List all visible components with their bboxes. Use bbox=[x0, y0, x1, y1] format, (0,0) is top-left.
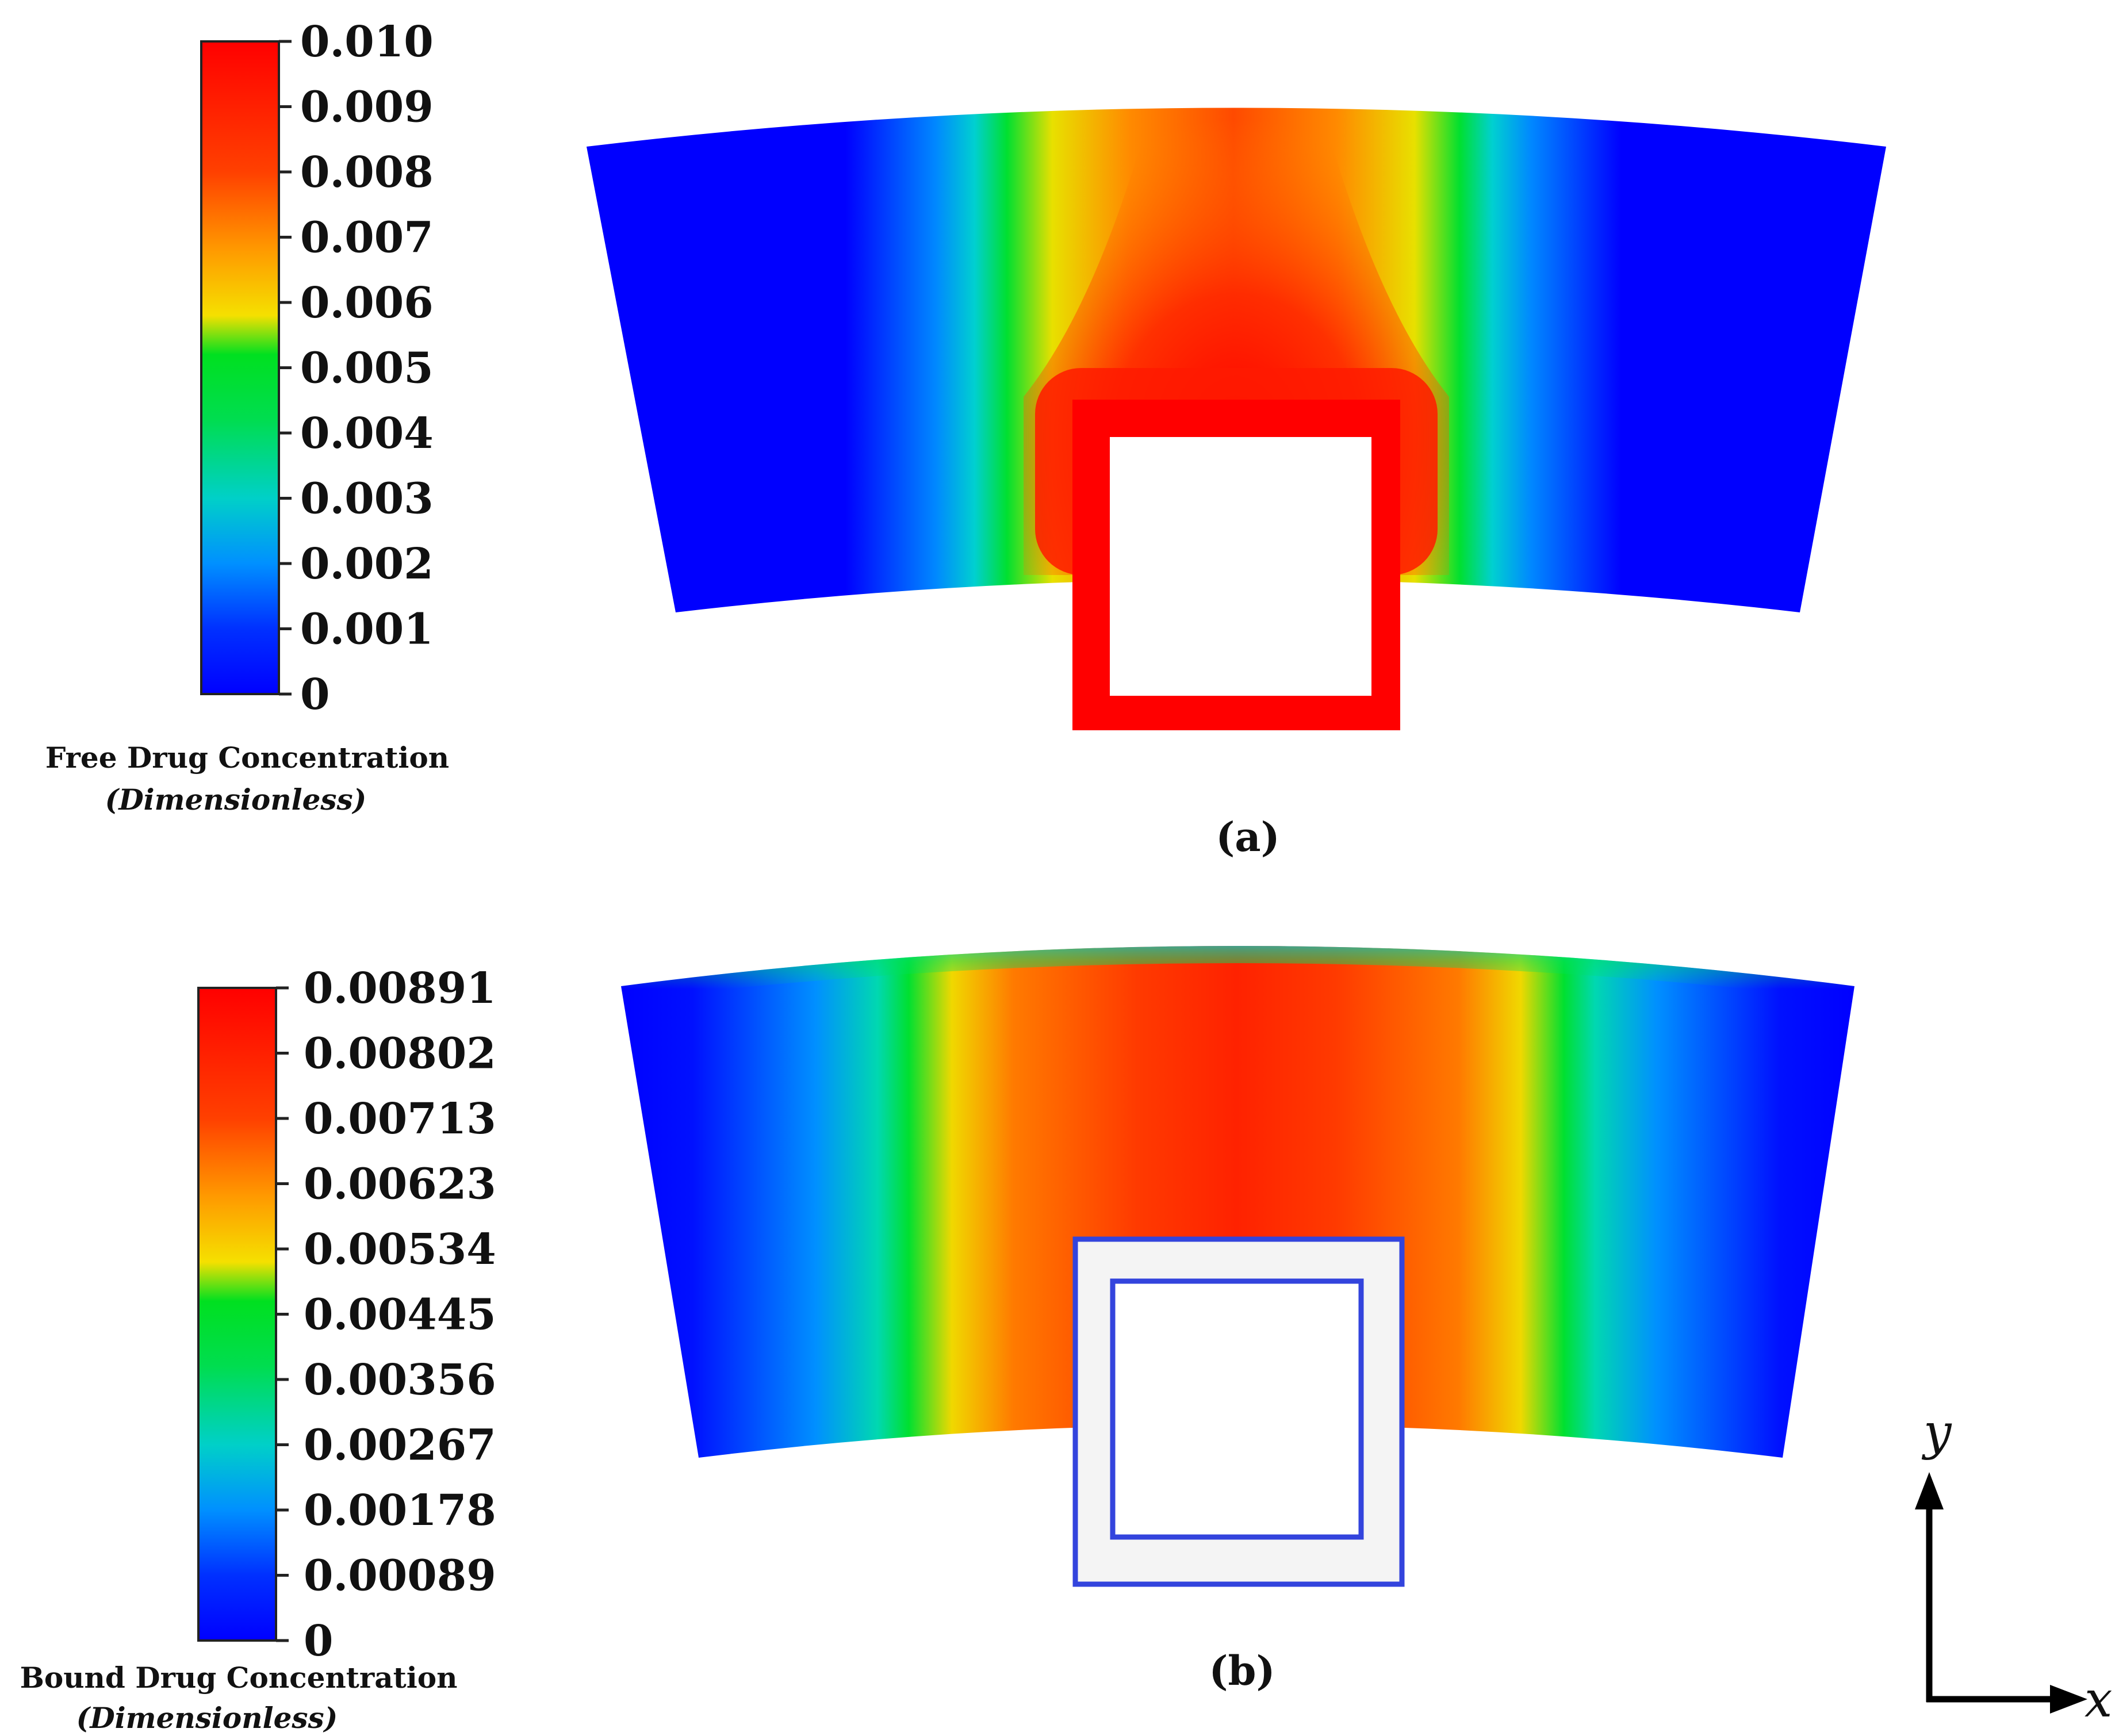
colorbar-a-tick-label: 0.008 bbox=[300, 148, 434, 197]
colorbar-b-tick-label: 0.00178 bbox=[304, 1486, 496, 1535]
colorbar-a-ticks: 0.010 0.009 0.008 0.007 0.006 0.005 0.004 0.003… bbox=[279, 17, 434, 719]
strut-b-interior bbox=[1110, 1278, 1364, 1540]
colorbar-b-ticks: 0.00891 0.00802 0.00713 0.00623 0.00534 0.004… bbox=[276, 964, 496, 1666]
bound-drug-field bbox=[621, 946, 1854, 1458]
strut-a bbox=[1072, 400, 1400, 730]
strut-b bbox=[1072, 1236, 1405, 1587]
colorbar-b-tick-label: 0.00713 bbox=[304, 1094, 496, 1144]
colorbar-b-tick-label: 0.00445 bbox=[304, 1290, 496, 1340]
colorbar-b-subtitle: (Dimensionless) bbox=[76, 1701, 338, 1735]
colorbar-b-tick-label: 0.00891 bbox=[304, 964, 496, 1013]
panel-a-label: (a) bbox=[1216, 813, 1280, 861]
colorbar-b-tick-label: 0 bbox=[304, 1616, 334, 1666]
colorbar-a-tick-label: 0.001 bbox=[300, 605, 434, 654]
colorbar-b-tick-label: 0.00267 bbox=[304, 1421, 496, 1470]
colorbar-b-gradient bbox=[197, 987, 277, 1642]
coordinate-axes: y x bbox=[1915, 1404, 2113, 1729]
arterial-wall-b bbox=[621, 946, 1854, 1458]
y-arrow-head bbox=[1915, 1472, 1944, 1509]
colorbar-a-tick-label: 0.006 bbox=[300, 278, 434, 328]
y-axis-label: y bbox=[1921, 1404, 1952, 1461]
strut-a-interior bbox=[1110, 437, 1371, 696]
colorbar-b-tick-label: 0.00623 bbox=[304, 1160, 496, 1209]
colorbar-a-tick-label: 0.007 bbox=[300, 213, 434, 263]
colorbar-a-gradient bbox=[200, 40, 280, 695]
colorbar-b-tick-label: 0.00089 bbox=[304, 1551, 496, 1601]
colorbar-a-tick-label: 0.003 bbox=[300, 474, 434, 524]
colorbar-b-tick-label: 0.00802 bbox=[304, 1029, 496, 1079]
x-axis-label: x bbox=[2084, 1671, 2113, 1729]
colorbar-b-title: Bound Drug Concentration bbox=[20, 1661, 458, 1695]
colorbar-b: 0.00891 0.00802 0.00713 0.00623 0.00534 0.004… bbox=[20, 964, 496, 1735]
panel-b-label: (b) bbox=[1209, 1647, 1275, 1695]
colorbar-b-tick-label: 0.00356 bbox=[304, 1355, 496, 1405]
colorbar-a-tick-label: 0.005 bbox=[300, 344, 434, 393]
colorbar-a-tick-label: 0.002 bbox=[300, 539, 434, 589]
colorbar-a-title: Free Drug Concentration bbox=[45, 741, 449, 775]
panel-a: 0.010 0.009 0.008 0.007 0.006 0.005 0.004 0.003… bbox=[45, 17, 1886, 861]
panel-b: 0.00891 0.00802 0.00713 0.00623 0.00534 0.004… bbox=[20, 946, 1854, 1735]
top-band-b bbox=[621, 946, 1854, 1001]
colorbar-a-subtitle: (Dimensionless) bbox=[105, 783, 367, 817]
colorbar-a-tick-label: 0.004 bbox=[300, 409, 434, 458]
colorbar-a-tick-label: 0 bbox=[300, 670, 330, 719]
x-arrow-head bbox=[2050, 1685, 2087, 1714]
colorbar-b-tick-label: 0.00534 bbox=[304, 1225, 496, 1274]
colorbar-a: 0.010 0.009 0.008 0.007 0.006 0.005 0.004 0.003… bbox=[45, 17, 449, 817]
colorbar-a-tick-label: 0.010 bbox=[300, 17, 434, 67]
colorbar-a-tick-label: 0.009 bbox=[300, 83, 434, 132]
